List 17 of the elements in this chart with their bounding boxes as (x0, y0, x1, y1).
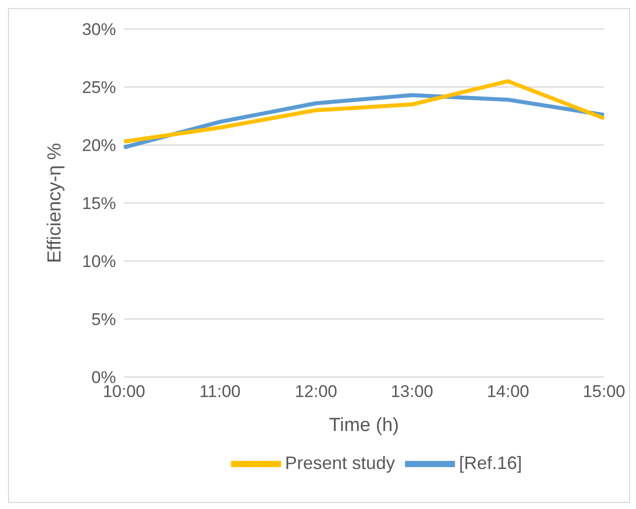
x-tick-label: 13:00 (390, 382, 434, 402)
legend-label: [Ref.16] (459, 452, 522, 473)
x-axis-title: Time (h) (328, 415, 400, 436)
x-tick-label: 15:00 (582, 382, 626, 402)
x-tick-label: 10:00 (102, 382, 146, 402)
y-axis-title: Efficiency-η % (44, 142, 66, 264)
y-tick-label: 5% (91, 310, 116, 330)
y-tick-label: 10% (82, 252, 116, 272)
x-tick-label: 14:00 (486, 382, 530, 402)
line-series (122, 79, 606, 144)
y-tick-label: 25% (82, 78, 116, 98)
y-tick-label: 30% (82, 20, 116, 40)
y-tick-label: 20% (82, 136, 116, 156)
x-tick-label: 12:00 (294, 382, 338, 402)
x-tick-label: 11:00 (199, 382, 241, 402)
legend-label: Present study (284, 452, 395, 473)
y-tick-label: 15% (82, 194, 116, 214)
